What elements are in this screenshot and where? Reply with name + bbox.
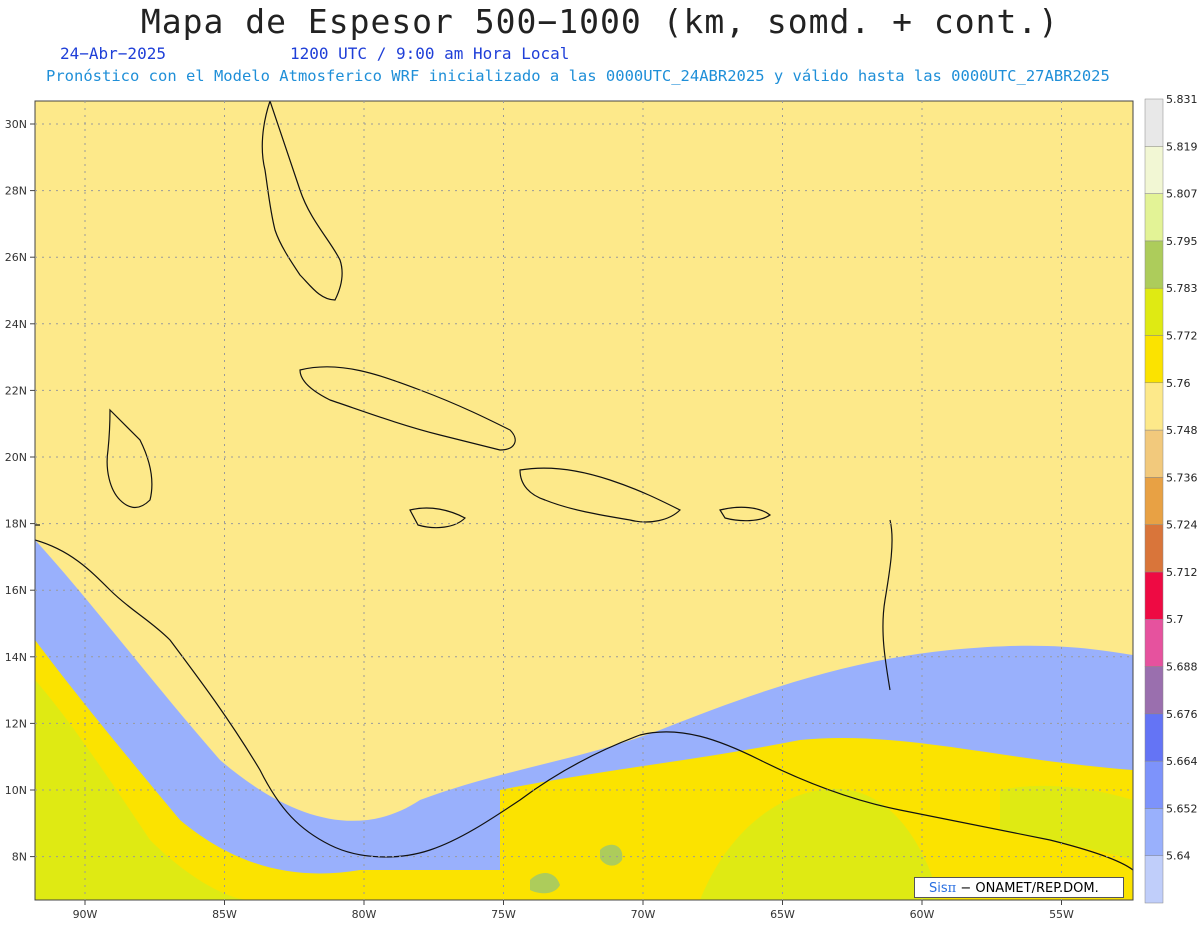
lat-label: 12N xyxy=(5,717,27,730)
colorbar-label: 5.7 xyxy=(1166,613,1184,626)
colorbar-swatch xyxy=(1144,618,1164,667)
colorbar-swatch xyxy=(1144,240,1164,289)
colorbar-label: 5.807 xyxy=(1166,188,1198,201)
colorbar-label: 5.736 xyxy=(1166,471,1198,484)
lon-label: 90W xyxy=(73,908,98,921)
colorbar-swatch xyxy=(1144,335,1164,384)
colorbar: 5.64 5.652 5.664 5.676 5.688 5.7 5.712 5.724 5.7… xyxy=(1144,93,1198,904)
lon-label: 85W xyxy=(212,908,237,921)
colorbar-swatch xyxy=(1144,429,1164,478)
colorbar-swatch xyxy=(1144,571,1164,620)
lat-label: 10N xyxy=(5,784,27,797)
colorbar-swatch xyxy=(1144,287,1164,336)
colorbar-label: 5.76 xyxy=(1166,377,1191,390)
colorbar-swatch xyxy=(1144,855,1164,904)
colorbar-label: 5.652 xyxy=(1166,802,1198,815)
colorbar-label: 5.795 xyxy=(1166,235,1198,248)
colorbar-swatch xyxy=(1144,477,1164,525)
colorbar-swatch xyxy=(1144,713,1164,762)
coastlines xyxy=(35,101,1133,871)
colorbar-swatch xyxy=(1144,382,1164,431)
lon-label: 65W xyxy=(770,908,795,921)
colorbar-label: 5.712 xyxy=(1166,566,1198,579)
lat-label: 22N xyxy=(5,384,27,397)
credit-pi: π xyxy=(947,881,957,896)
forecast-time: 1200 UTC / 9:00 am Hora Local xyxy=(290,44,570,63)
credit-sis: Sis xyxy=(929,881,948,896)
colorbar-label: 5.783 xyxy=(1166,282,1198,295)
lon-label: 70W xyxy=(631,908,656,921)
colorbar-swatch xyxy=(1144,666,1164,715)
colorbar-swatch xyxy=(1144,98,1164,147)
latitude-labels: 30N 28N 26N 24N 22N 20N 18N 16N 14N 12N 10N 8N xyxy=(5,118,35,864)
band-5795 xyxy=(530,844,623,894)
credit-box: Sisπ − ONAMET/REP.DOM. xyxy=(914,877,1124,898)
model-description: Pronóstico con el Modelo Atmosferico WRF… xyxy=(46,67,1110,85)
colorbar-label: 5.772 xyxy=(1166,329,1198,342)
lat-label: 16N xyxy=(5,584,27,597)
lon-label: 75W xyxy=(491,908,516,921)
colorbar-swatch xyxy=(1144,524,1164,573)
colorbar-swatch xyxy=(1144,808,1164,856)
lon-label: 55W xyxy=(1049,908,1074,921)
lat-label: 30N xyxy=(5,118,27,131)
colorbar-label: 5.831 xyxy=(1166,93,1198,106)
band-5783 xyxy=(35,680,1133,900)
colorbar-label: 5.819 xyxy=(1166,140,1198,153)
colorbar-swatch xyxy=(1144,146,1164,194)
longitude-labels: 90W 85W 80W 75W 70W 65W 60W 55W xyxy=(73,900,1074,921)
colorbar-swatch xyxy=(1144,193,1164,242)
lat-label: 18N xyxy=(5,518,27,531)
colorbar-label: 5.748 xyxy=(1166,424,1198,437)
map-frame xyxy=(34,100,1134,901)
lon-label: 60W xyxy=(910,908,935,921)
lat-label: 14N xyxy=(5,651,27,664)
lat-label: 28N xyxy=(5,185,27,198)
colorbar-label: 5.64 xyxy=(1166,850,1191,863)
lon-label: 80W xyxy=(352,908,377,921)
map-title: Mapa de Espesor 500−1000 (km, somd. + co… xyxy=(140,2,1060,41)
colorbar-label: 5.664 xyxy=(1166,755,1198,768)
lat-label: 24N xyxy=(5,318,27,331)
lat-label: 26N xyxy=(5,251,27,264)
colorbar-label: 5.724 xyxy=(1166,519,1198,532)
colorbar-label: 5.676 xyxy=(1166,708,1198,721)
graticule xyxy=(35,101,1133,900)
colorbar-label: 5.688 xyxy=(1166,661,1198,674)
forecast-date: 24−Abr−2025 xyxy=(60,44,166,63)
credit-agency: − ONAMET/REP.DOM. xyxy=(960,881,1099,896)
thickness-field xyxy=(35,101,1133,900)
band-5760 xyxy=(35,101,1133,821)
lat-label: 20N xyxy=(5,451,27,464)
lat-label: 8N xyxy=(12,851,27,864)
colorbar-swatch xyxy=(1144,760,1164,809)
